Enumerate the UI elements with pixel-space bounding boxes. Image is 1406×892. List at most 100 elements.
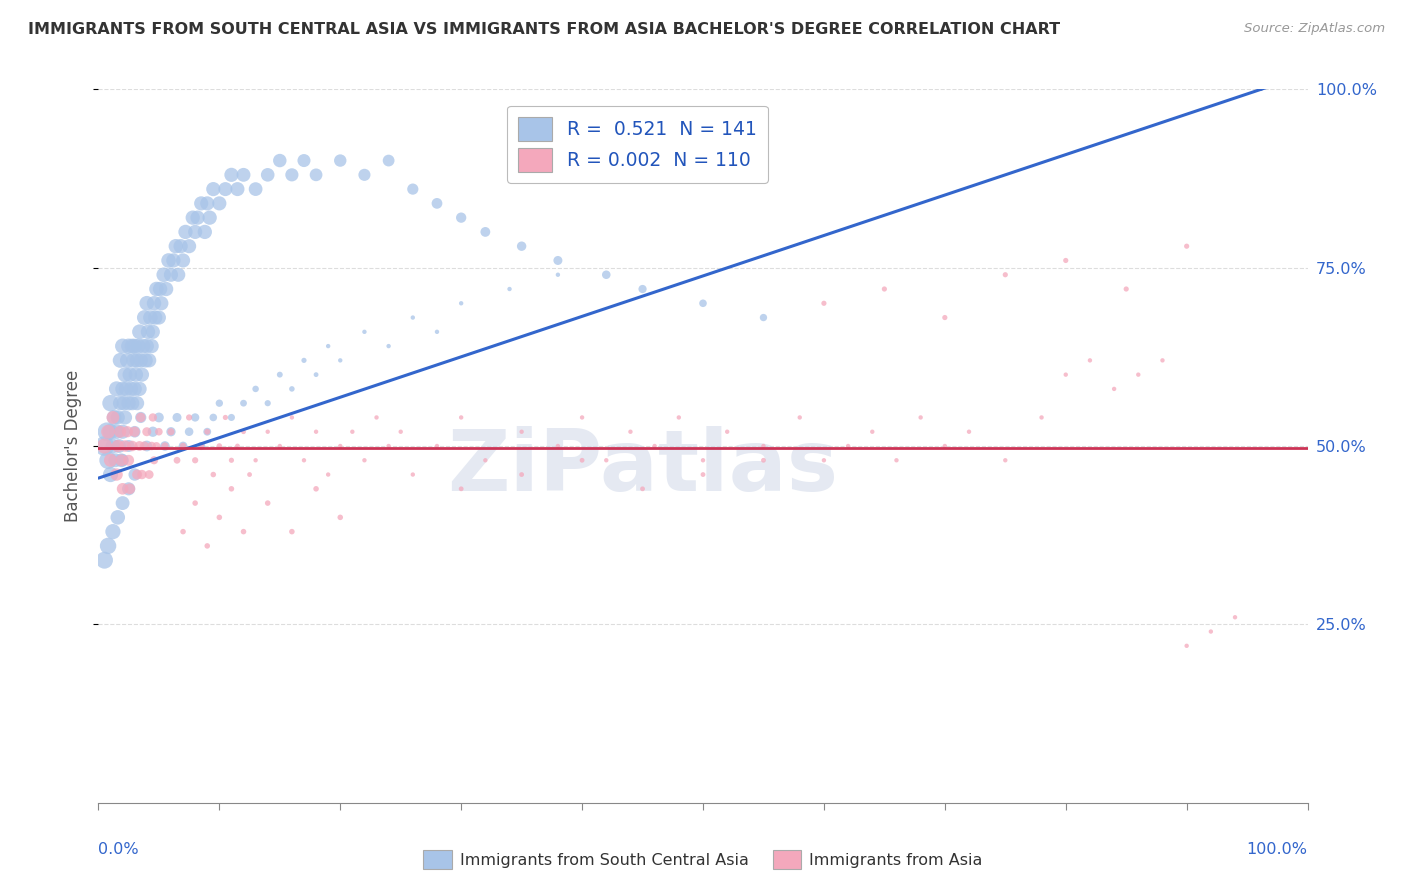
Point [125, 368, 148, 382]
Point [101, 524, 124, 539]
Point [148, 310, 170, 325]
Point [153, 439, 176, 453]
Point [226, 182, 249, 196]
Point [129, 353, 152, 368]
Point [127, 353, 149, 368]
Point [112, 396, 135, 410]
Point [179, 239, 201, 253]
Point [221, 410, 243, 425]
Point [110, 453, 132, 467]
Point [181, 211, 204, 225]
Point [873, 282, 896, 296]
Point [450, 410, 472, 425]
Point [232, 168, 254, 182]
Point [103, 410, 125, 425]
Point [377, 153, 399, 168]
Point [118, 368, 141, 382]
Point [1054, 253, 1077, 268]
Point [1054, 368, 1077, 382]
Point [426, 325, 449, 339]
Point [190, 196, 212, 211]
Text: ZiPatlas: ZiPatlas [447, 425, 838, 509]
Point [135, 353, 157, 368]
Point [111, 496, 134, 510]
Point [105, 382, 128, 396]
Point [169, 239, 191, 253]
Point [135, 339, 157, 353]
Point [426, 439, 449, 453]
Point [377, 439, 399, 453]
Point [474, 225, 496, 239]
Point [105, 467, 128, 482]
Point [166, 410, 188, 425]
Point [789, 410, 811, 425]
Point [292, 153, 315, 168]
Point [118, 482, 141, 496]
Point [305, 425, 328, 439]
Point [141, 339, 163, 353]
Point [157, 253, 180, 268]
Point [108, 396, 131, 410]
Point [1128, 368, 1150, 382]
Point [145, 282, 167, 296]
Point [202, 182, 225, 196]
Point [101, 439, 124, 453]
Text: Source: ZipAtlas.com: Source: ZipAtlas.com [1244, 22, 1385, 36]
Point [377, 339, 399, 353]
Point [136, 325, 159, 339]
Point [450, 296, 472, 310]
Point [281, 168, 304, 182]
Point [353, 453, 375, 467]
Point [450, 482, 472, 496]
Point [127, 339, 149, 353]
Point [837, 439, 859, 453]
Point [510, 467, 533, 482]
Point [305, 168, 328, 182]
Point [139, 310, 162, 325]
Point [129, 410, 152, 425]
Point [138, 353, 160, 368]
Point [97, 453, 120, 467]
Point [226, 439, 249, 453]
Point [198, 211, 221, 225]
Point [631, 482, 654, 496]
Point [668, 410, 690, 425]
Point [329, 353, 352, 368]
Point [122, 353, 145, 368]
Point [118, 439, 141, 453]
Point [127, 467, 149, 482]
Point [132, 339, 155, 353]
Point [167, 268, 190, 282]
Point [934, 439, 956, 453]
Point [142, 425, 165, 439]
Point [134, 310, 156, 325]
Point [957, 425, 980, 439]
Point [269, 153, 291, 168]
Point [135, 425, 157, 439]
Point [104, 453, 127, 467]
Point [160, 425, 183, 439]
Point [111, 382, 134, 396]
Point [194, 225, 217, 239]
Point [138, 467, 160, 482]
Point [114, 410, 136, 425]
Point [221, 453, 243, 467]
Point [498, 282, 520, 296]
Point [1175, 239, 1198, 253]
Point [128, 382, 150, 396]
Point [232, 524, 254, 539]
Point [165, 239, 187, 253]
Point [100, 453, 122, 467]
Point [100, 467, 122, 482]
Point [97, 425, 120, 439]
Point [571, 410, 593, 425]
Point [208, 196, 231, 211]
Point [245, 382, 267, 396]
Point [128, 439, 150, 453]
Point [93, 439, 115, 453]
Point [305, 368, 328, 382]
Point [221, 168, 243, 182]
Point [450, 211, 472, 225]
Point [124, 339, 146, 353]
Point [886, 453, 908, 467]
